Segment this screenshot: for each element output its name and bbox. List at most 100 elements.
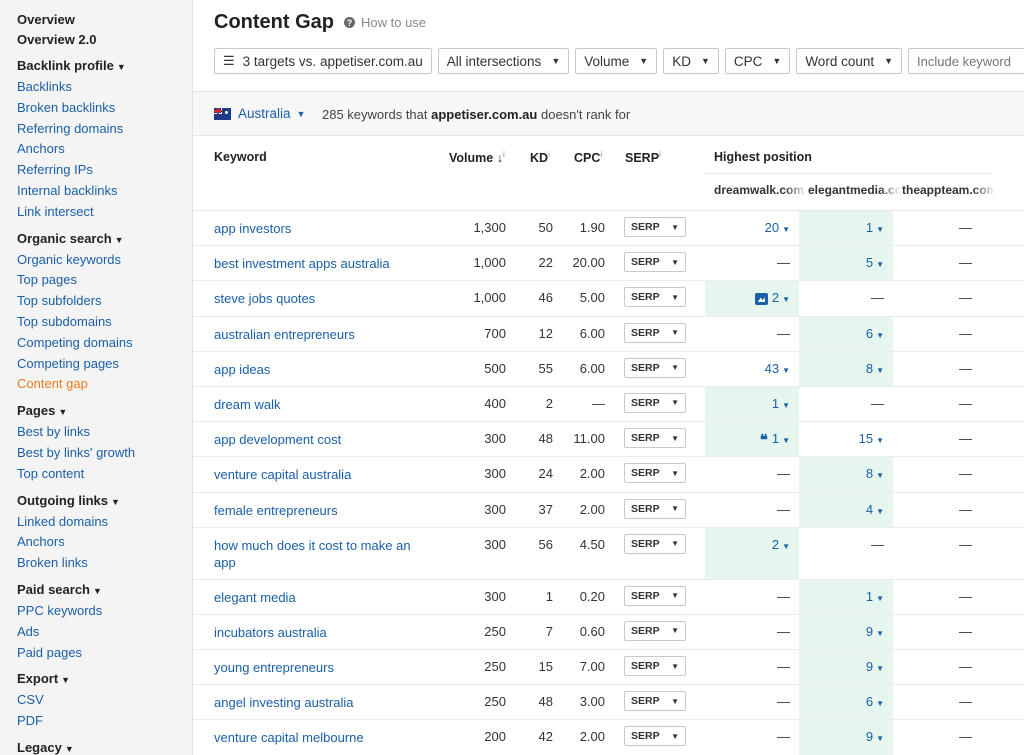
keyword-link[interactable]: australian entrepreneurs — [214, 326, 355, 342]
position-cell[interactable]: 15 ▼ — [799, 422, 893, 456]
sidebar-item[interactable]: Top subfolders — [17, 293, 102, 309]
sidebar-item[interactable]: Competing pages — [17, 355, 119, 371]
position-cell[interactable]: 1 ▼ — [799, 579, 893, 614]
serp-button[interactable]: SERP ▼ — [624, 620, 686, 641]
position-cell[interactable]: 4 ▼ — [799, 492, 893, 527]
sidebar-item[interactable]: Anchors — [17, 534, 65, 550]
keyword-link[interactable]: app investors — [214, 221, 292, 236]
position-cell[interactable]: 6 ▼ — [799, 685, 893, 720]
position-cell[interactable]: 9 ▼ — [799, 720, 893, 755]
sidebar-item[interactable]: Top content — [17, 465, 85, 481]
serp-button[interactable]: SERP ▼ — [624, 656, 686, 677]
serp-button[interactable]: SERP ▼ — [624, 691, 686, 712]
sidebar-group-header[interactable]: Legacy ▼ — [17, 738, 192, 755]
sidebar-item[interactable]: Best by links' growth — [17, 444, 136, 460]
competitor-dreamwalk[interactable]: dreamwalk.com.au — [714, 183, 807, 197]
serp-button[interactable]: SERP ▼ — [624, 322, 686, 343]
competitor-elegantmedia[interactable]: elegantmedia.com.au — [808, 183, 901, 197]
sidebar-item[interactable]: Content gap — [17, 376, 88, 392]
serp-button[interactable]: SERP ▼ — [624, 498, 686, 519]
sidebar-item[interactable]: Broken backlinks — [17, 99, 116, 115]
sidebar-item[interactable]: Top pages — [17, 272, 77, 288]
serp-button[interactable]: SERP ▼ — [624, 287, 686, 308]
position-cell[interactable]: 1 ▼ — [799, 211, 893, 246]
sidebar-item[interactable]: CSV — [17, 692, 44, 708]
keyword-link[interactable]: app ideas — [214, 361, 271, 377]
position-cell[interactable]: 2 ▼ — [705, 281, 799, 316]
position-cell[interactable]: 8 ▼ — [799, 457, 893, 492]
sidebar-item[interactable]: Anchors — [17, 141, 65, 157]
col-header-keyword[interactable]: Keyword — [214, 150, 267, 164]
sidebar-group-header[interactable]: Export ▼ — [17, 669, 192, 690]
sidebar-group-header[interactable]: Outgoing links ▼ — [17, 491, 192, 512]
sidebar-group-header[interactable]: Backlink profile ▼ — [17, 56, 192, 77]
keyword-link[interactable]: young entrepreneurs — [214, 660, 334, 676]
position-cell[interactable]: 2 ▼ — [705, 527, 799, 579]
keyword-link[interactable]: app development cost — [214, 432, 342, 448]
competitor-theappteam[interactable]: theappteam.com.au — [902, 183, 995, 197]
sidebar-item[interactable]: Broken links — [17, 555, 88, 571]
sidebar-item[interactable]: Linked domains — [17, 513, 109, 529]
keyword-link[interactable]: angel investing australia — [214, 695, 354, 711]
position-cell[interactable]: 6 ▼ — [799, 316, 893, 351]
serp-button[interactable]: SERP ▼ — [624, 357, 686, 378]
volume-filter[interactable]: Volume ▼ — [575, 48, 658, 74]
position-cell[interactable]: 9 ▼ — [799, 614, 893, 650]
position-cell[interactable]: 20 ▼ — [705, 211, 799, 245]
serp-button[interactable]: SERP ▼ — [624, 252, 686, 273]
serp-button[interactable]: SERP ▼ — [624, 585, 686, 606]
serp-button[interactable]: SERP ▼ — [624, 428, 686, 449]
sidebar-group-header[interactable]: Paid search ▼ — [17, 580, 192, 601]
target-domain: appetiser.com.au — [431, 107, 538, 122]
targets-button[interactable]: ☰ 3 targets vs. appetiser.com.au — [214, 48, 432, 74]
cpc-filter[interactable]: CPC ▼ — [724, 48, 791, 74]
include-keyword-input[interactable] — [908, 48, 1024, 74]
keyword-link[interactable]: dream walk — [214, 396, 281, 412]
serp-button[interactable]: SERP ▼ — [624, 217, 686, 237]
sidebar-group-header[interactable]: Organic search ▼ — [17, 229, 192, 250]
keyword-link[interactable]: elegant media — [214, 589, 296, 605]
serp-button[interactable]: SERP ▼ — [624, 726, 686, 747]
serp-button[interactable]: SERP ▼ — [624, 463, 686, 484]
sidebar-item[interactable]: Backlinks — [17, 79, 72, 94]
keyword-link[interactable]: incubators australia — [214, 624, 327, 640]
sidebar-item[interactable]: Link intersect — [17, 203, 94, 219]
sidebar-item[interactable]: Paid pages — [17, 644, 83, 660]
keyword-link[interactable]: venture capital melbourne — [214, 730, 364, 746]
how-to-use-link[interactable]: How to use — [361, 15, 427, 30]
serp-button[interactable]: SERP ▼ — [624, 533, 686, 554]
kd-filter[interactable]: KD ▼ — [663, 48, 719, 74]
sidebar-item[interactable]: Top subdomains — [17, 313, 112, 329]
keyword-link[interactable]: female entrepreneurs — [214, 502, 338, 518]
serp-button[interactable]: SERP ▼ — [624, 392, 686, 413]
sidebar-item[interactable]: Referring IPs — [17, 162, 93, 178]
position-cell[interactable]: ❝ 1 ▼ — [705, 422, 799, 457]
sidebar-item[interactable]: Competing domains — [17, 334, 133, 350]
position-cell[interactable]: 8 ▼ — [799, 351, 893, 386]
sidebar-item[interactable]: Best by links — [17, 424, 90, 440]
position-cell[interactable]: 5 ▼ — [799, 246, 893, 281]
col-header-volume[interactable]: Volume ↓i — [449, 150, 505, 165]
col-header-kd[interactable]: KDi — [530, 150, 550, 165]
sidebar-item[interactable]: Referring domains — [17, 120, 124, 136]
sidebar-item[interactable]: PDF — [17, 713, 43, 729]
sidebar-group-header[interactable]: Pages ▼ — [17, 401, 192, 422]
position-cell[interactable]: 9 ▼ — [799, 650, 893, 685]
keyword-link[interactable]: steve jobs quotes — [214, 291, 316, 307]
question-circle-icon[interactable]: ? — [344, 17, 355, 28]
word-count-filter[interactable]: Word count ▼ — [796, 48, 903, 74]
sidebar-top-0[interactable]: Overview — [17, 12, 75, 27]
sidebar-item[interactable]: PPC keywords — [17, 602, 103, 618]
col-header-cpc[interactable]: CPCi — [574, 150, 602, 165]
intersections-dropdown[interactable]: All intersections ▼ — [437, 48, 570, 74]
country-selector[interactable]: Australia ▼ — [214, 106, 305, 121]
sidebar-item[interactable]: Internal backlinks — [17, 182, 118, 198]
position-cell[interactable]: 1 ▼ — [705, 386, 799, 422]
keyword-link[interactable]: venture capital australia — [214, 467, 352, 483]
sidebar-item[interactable]: Ads — [17, 623, 40, 639]
sidebar-item[interactable]: Organic keywords — [17, 251, 122, 267]
position-cell[interactable]: 43 ▼ — [705, 352, 799, 386]
keyword-link[interactable]: best investment apps australia — [214, 256, 390, 272]
sidebar-top-1[interactable]: Overview 2.0 — [17, 32, 97, 47]
keyword-link[interactable]: how much does it cost to make an app — [214, 537, 411, 570]
